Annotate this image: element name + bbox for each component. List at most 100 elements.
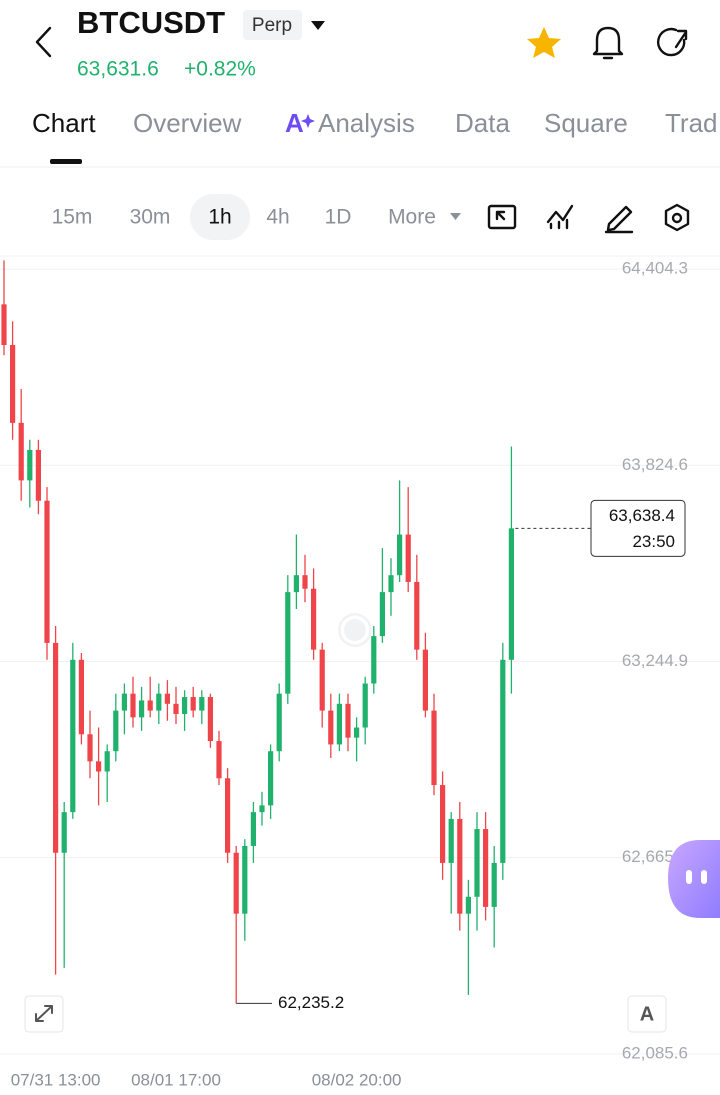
candle-body <box>113 710 119 752</box>
candle-body <box>268 751 274 806</box>
tab[interactable]: Overview <box>133 108 242 138</box>
grid: 64,404.363,824.663,244.962,665.362,085.6 <box>0 259 720 1062</box>
candle-body <box>474 829 480 897</box>
tab[interactable]: Trad <box>665 108 718 138</box>
last-price-label: 63,638.4 <box>609 506 675 525</box>
y-tick-label: 63,244.9 <box>622 651 688 670</box>
candle-body <box>440 785 446 863</box>
candle-body <box>336 703 342 745</box>
candle-body <box>190 697 196 711</box>
share-button[interactable] <box>657 27 688 57</box>
candle-body <box>319 649 325 711</box>
candle-body <box>311 588 317 650</box>
assistant-bubble[interactable] <box>668 840 720 918</box>
candle-body <box>173 703 179 714</box>
candle-body <box>354 727 360 738</box>
tab[interactable]: Square <box>544 108 628 138</box>
candle-body <box>302 575 308 589</box>
candle-body <box>276 693 282 752</box>
tab[interactable]: Chart <box>32 108 96 138</box>
candle-body <box>96 761 102 772</box>
candle-body <box>27 449 33 481</box>
watermark: ◉ <box>336 603 374 652</box>
candle-body <box>293 575 299 593</box>
candle-body <box>465 896 471 914</box>
candle-body <box>182 697 188 714</box>
ai-icon: A <box>285 108 304 138</box>
candle-body <box>10 344 16 423</box>
candle-body <box>388 575 394 593</box>
candle-body <box>53 642 59 853</box>
candle-body <box>328 710 334 745</box>
candle-body <box>147 700 153 711</box>
y-tick-label: 62,085.6 <box>622 1043 688 1062</box>
candle-body <box>199 697 205 711</box>
candle-body <box>508 528 514 660</box>
ai-spark <box>301 114 315 128</box>
candle-body <box>448 818 454 863</box>
fullscreen-icon[interactable] <box>487 204 517 230</box>
contract: Perp <box>252 15 292 36</box>
candle-body <box>44 500 50 643</box>
indicator-icon[interactable] <box>546 204 574 230</box>
tab-indicator <box>50 159 82 164</box>
candle-body <box>422 649 428 711</box>
back-button[interactable] <box>35 26 52 58</box>
favorite-star[interactable] <box>527 27 561 58</box>
candle-body <box>35 449 41 501</box>
candles: 07/31 13:00 08/01 17:00 08/02 20:00 <box>1 260 514 1089</box>
interval[interactable]: 15m <box>52 206 93 229</box>
candle-body <box>362 683 368 728</box>
candle-body <box>371 636 377 684</box>
chart-overlay: 63,638.4 23:50 62,235.2 <box>236 499 686 1012</box>
candle-body <box>225 778 231 853</box>
y-tick-label: 64,404.3 <box>622 259 688 278</box>
candle-body <box>164 693 170 704</box>
candle-body <box>87 734 93 762</box>
countdown: 23:50 <box>632 532 675 551</box>
candle-body <box>491 862 497 907</box>
candle-body <box>285 592 291 694</box>
candle-body <box>500 659 506 863</box>
tab[interactable]: Data <box>455 108 510 138</box>
candle-body <box>121 693 127 711</box>
candle-body <box>397 534 403 576</box>
candle-body <box>405 534 411 582</box>
y-tick-label: 63,824.6 <box>622 455 688 474</box>
candle-body <box>70 659 76 813</box>
candle-body <box>414 581 420 650</box>
candle-body <box>156 693 162 711</box>
last-price-tag <box>590 499 686 557</box>
x-tick-label: 07/31 13:00 <box>11 1070 101 1089</box>
candle-body <box>345 703 351 738</box>
interval[interactable]: 1D <box>325 206 352 229</box>
low-marker-label: 62,235.2 <box>278 993 344 1012</box>
candle-body <box>18 422 24 481</box>
candle-body <box>216 741 222 779</box>
x-tick-label: 08/01 17:00 <box>131 1070 221 1089</box>
draw-icon[interactable] <box>604 205 634 234</box>
candle-body <box>61 812 67 853</box>
interval[interactable]: 4h <box>266 206 289 229</box>
interval[interactable]: More <box>388 206 436 229</box>
candle-body <box>207 697 213 742</box>
candle-body <box>242 845 248 914</box>
tab[interactable]: Analysis <box>318 108 415 138</box>
more-caret <box>450 213 461 220</box>
alert-bell[interactable] <box>592 26 624 60</box>
candle-body <box>483 829 489 907</box>
settings-icon[interactable] <box>664 203 690 232</box>
interval-selected-bg <box>190 194 250 240</box>
candle-body <box>130 693 136 718</box>
candle-body <box>139 700 145 718</box>
candle-body <box>457 818 463 914</box>
tab-bar: Chart Overview Analysis Data Square Trad A <box>32 108 718 138</box>
last-price: 63,631.6 <box>77 58 159 81</box>
interval[interactable]: 30m <box>130 206 171 229</box>
x-tick-label: 08/02 20:00 <box>312 1070 402 1089</box>
interval[interactable]: 1h <box>208 206 231 229</box>
font-button[interactable] <box>627 995 667 1033</box>
symbol-dropdown[interactable] <box>311 21 325 30</box>
